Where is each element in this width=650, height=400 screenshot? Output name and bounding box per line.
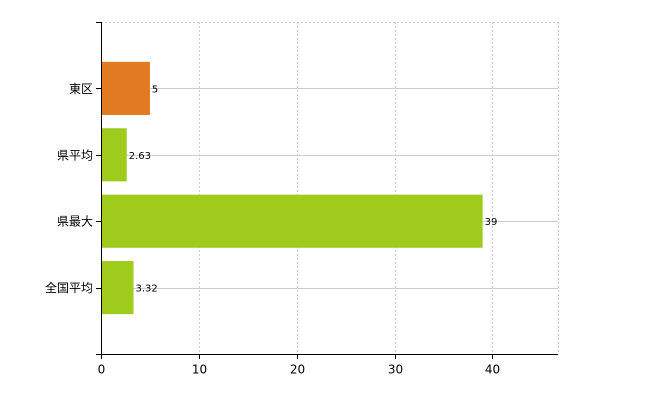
bar [101,194,483,248]
value-label: 5 [152,84,158,95]
x-tick-label: 40 [485,363,500,377]
x-tick-label: 10 [192,363,207,377]
y-tick-label: 県最大 [57,215,93,229]
y-tick-label: 東区 [69,82,93,96]
value-label: 39 [485,217,498,228]
bar [101,128,127,182]
y-tick-label: 県平均 [57,148,93,162]
x-tick-label: 20 [290,363,305,377]
y-tick-label: 全国平均 [45,280,93,295]
x-tick-label: 0 [98,363,106,377]
bar [101,61,150,115]
value-label: 3.32 [135,284,157,295]
bar [101,261,134,315]
x-tick-label: 30 [388,363,403,377]
value-label: 2.63 [129,151,151,162]
